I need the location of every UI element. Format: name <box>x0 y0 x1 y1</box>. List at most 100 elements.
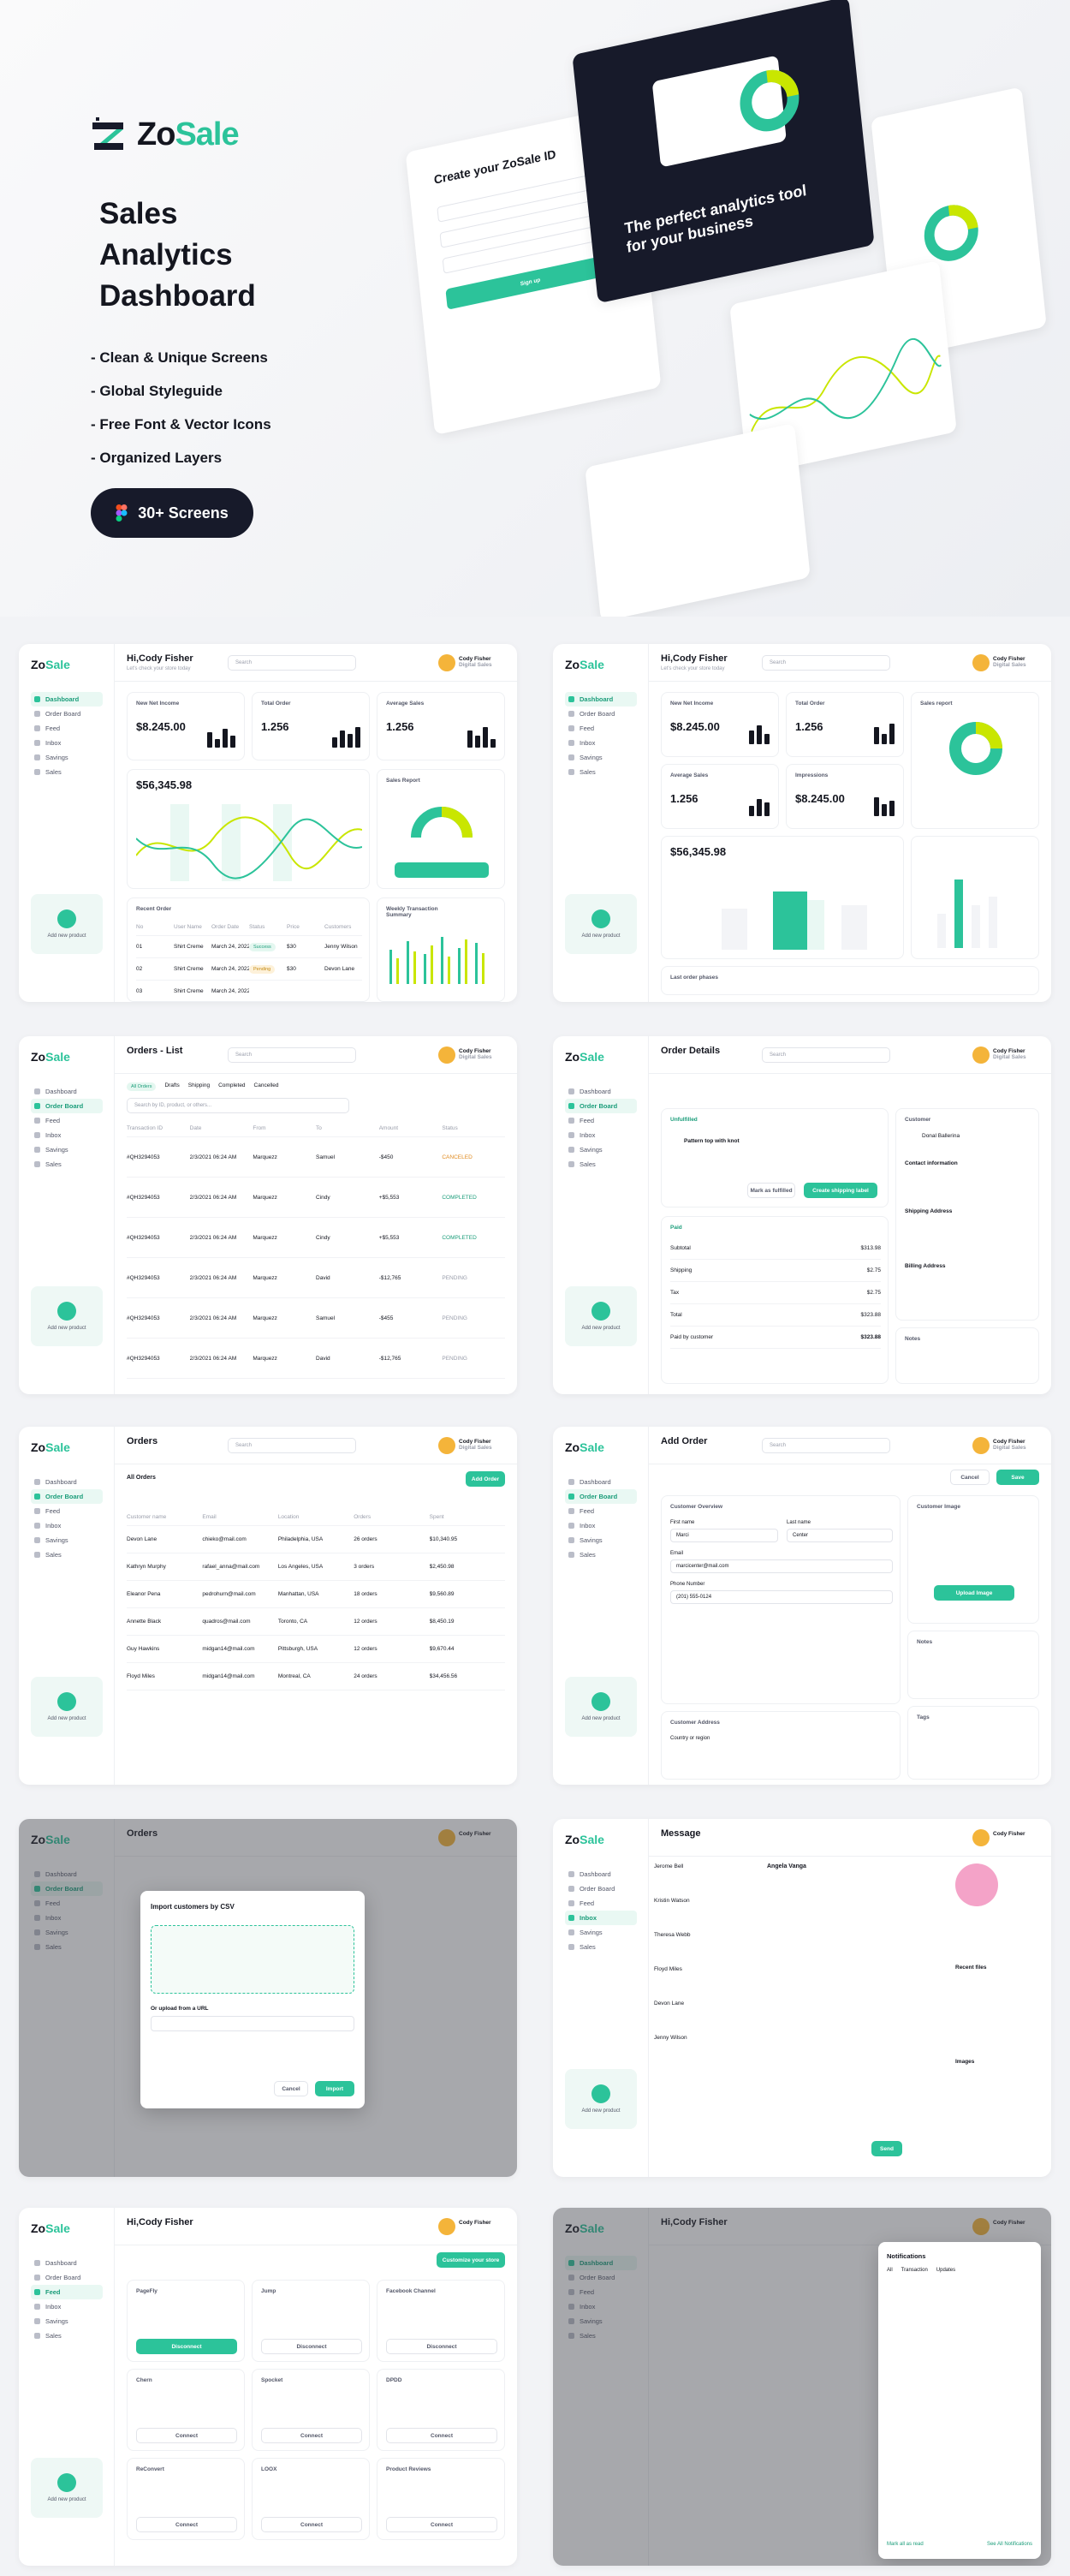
sidebar-item-dashboard[interactable]: Dashboard <box>31 1084 103 1099</box>
sidebar-item-dashboard[interactable]: Dashboard <box>565 1867 637 1881</box>
tab-cancelled[interactable]: Cancelled <box>253 1082 279 1088</box>
notification-tabs[interactable]: All Transaction Updates <box>887 2268 955 2273</box>
table-row[interactable]: Devon Lane chieko@mail.com Philadelphia, U… <box>127 1526 505 1553</box>
sidebar-item-sales[interactable]: Sales <box>565 1157 637 1172</box>
sidebar-item-orders[interactable]: Order Board <box>565 1881 637 1896</box>
table-row[interactable]: #QH3294053 2/3/2021 06:24 AM Marquezz Samue… <box>127 1298 505 1339</box>
sidebar-item-sales[interactable]: Sales <box>565 1547 637 1562</box>
search-input[interactable]: Search <box>228 655 356 671</box>
sidebar-item-orders[interactable]: Order Board <box>31 1099 103 1113</box>
sidebar-item-dashboard[interactable]: Dashboard <box>565 692 637 707</box>
sidebar-item-orders[interactable]: Order Board <box>565 707 637 721</box>
avatar[interactable] <box>972 1046 990 1064</box>
list-item[interactable]: Theresa Webb <box>654 1932 691 1938</box>
sidebar-item-dashboard[interactable]: Dashboard <box>31 2256 103 2270</box>
search-input[interactable]: Search <box>762 1438 890 1453</box>
customize-store-button[interactable]: Customize your store <box>437 2252 505 2268</box>
sidebar-item-savings[interactable]: Savings <box>31 1925 103 1940</box>
sidebar-item-inbox[interactable]: Inbox <box>31 1518 103 1533</box>
filter-input[interactable]: Search by ID, product, or others... <box>127 1098 349 1113</box>
add-order-button[interactable]: Add Order <box>466 1471 505 1487</box>
tab-drafts[interactable]: Drafts <box>164 1082 180 1088</box>
table-row[interactable]: Floyd Miles midgan14@mail.com Montreal, CA… <box>127 1663 505 1690</box>
sidebar-item-feed[interactable]: Feed <box>565 721 637 736</box>
sidebar-item-savings[interactable]: Savings <box>565 1142 637 1157</box>
sidebar-item-orders[interactable]: Order Board <box>31 707 103 721</box>
sidebar-item-inbox[interactable]: Inbox <box>31 1911 103 1925</box>
sidebar-item-feed[interactable]: Feed <box>565 1113 637 1128</box>
avatar[interactable] <box>972 2218 990 2235</box>
table-row[interactable]: #QH3294053 2/3/2021 06:24 AM Marquezz Cindy… <box>127 1218 505 1258</box>
sidebar-item-savings[interactable]: Savings <box>31 2314 103 2329</box>
table-row[interactable]: #QH3294053 2/3/2021 06:24 AM Marquezz Samue… <box>127 1137 505 1178</box>
add-product-button[interactable]: Add new product <box>31 2458 103 2518</box>
avatar[interactable] <box>438 1046 455 1064</box>
sidebar-item-sales[interactable]: Sales <box>565 765 637 779</box>
view-report-button[interactable] <box>395 862 489 878</box>
table-row[interactable]: #QH3294053 2/3/2021 06:24 AM Marquezz David… <box>127 1339 505 1379</box>
sidebar-item-inbox[interactable]: Inbox <box>565 736 637 750</box>
table-row[interactable]: Annette Black quadros@mail.com Toronto, CA… <box>127 1608 505 1636</box>
sidebar-item-feed[interactable]: Feed <box>565 2285 637 2299</box>
import-button[interactable]: Import <box>315 2081 354 2096</box>
order-tabs[interactable]: All Orders Drafts Shipping Completed Cancell… <box>127 1082 278 1091</box>
sidebar-item-savings[interactable]: Savings <box>565 750 637 765</box>
add-product-button[interactable]: Add new product <box>565 1677 637 1737</box>
tab-shipping[interactable]: Shipping <box>187 1082 211 1088</box>
sidebar-item-savings[interactable]: Savings <box>31 750 103 765</box>
connect-button[interactable]: Connect <box>386 2428 497 2443</box>
orders-filter[interactable]: All Orders <box>127 1475 156 1481</box>
table-row[interactable]: 03 Shirt Creme March 24, 2022 <box>136 981 362 1002</box>
sidebar-item-savings[interactable]: Savings <box>31 1533 103 1547</box>
last-name-field[interactable]: Center <box>787 1529 893 1542</box>
sidebar-item-inbox[interactable]: Inbox <box>31 2299 103 2314</box>
add-product-button[interactable]: Add new product <box>31 894 103 954</box>
avatar[interactable] <box>438 1437 455 1454</box>
sidebar-item-feed[interactable]: Feed <box>565 1896 637 1911</box>
sidebar-item-sales[interactable]: Sales <box>31 765 103 779</box>
sidebar-item-dashboard[interactable]: Dashboard <box>31 1475 103 1489</box>
tab-completed[interactable]: Completed <box>218 1082 246 1088</box>
table-row[interactable]: 02 Shirt Creme March 24, 2022 Pending $30 Dev… <box>136 958 362 981</box>
sidebar-item-inbox[interactable]: Inbox <box>31 736 103 750</box>
sidebar-nav[interactable]: Dashboard Order Board Feed Inbox Savings… <box>31 692 103 779</box>
connect-button[interactable]: Connect <box>136 2428 237 2443</box>
sidebar-item-feed[interactable]: Feed <box>31 721 103 736</box>
table-row[interactable]: Kathryn Murphy rafael_anna@mail.com Los An… <box>127 1553 505 1581</box>
sidebar-item-sales[interactable]: Sales <box>565 2329 637 2343</box>
sidebar-item-sales[interactable]: Sales <box>565 1940 637 1954</box>
mark-fulfilled-button[interactable]: Mark as fulfilled <box>747 1183 795 1198</box>
sidebar-item-feed[interactable]: Feed <box>31 1113 103 1128</box>
sidebar-item-orders[interactable]: Order Board <box>565 1489 637 1504</box>
table-row[interactable]: #QH3294053 2/3/2021 06:24 AM Marquezz Cindy… <box>127 1178 505 1218</box>
list-item[interactable]: Kristin Watson <box>654 1898 690 1904</box>
tab-transaction[interactable]: Transaction <box>901 2268 928 2273</box>
connect-button[interactable]: Connect <box>261 2428 362 2443</box>
connect-button[interactable]: Connect <box>261 2517 362 2532</box>
contact-list[interactable]: Jerome Bell Kristin Watson Theresa Webb … <box>654 1863 757 2069</box>
add-product-button[interactable]: Add new product <box>31 1286 103 1346</box>
sidebar-item-dashboard[interactable]: Dashboard <box>31 1867 103 1881</box>
avatar[interactable] <box>438 654 455 671</box>
sidebar-item-sales[interactable]: Sales <box>31 1547 103 1562</box>
sidebar-item-orders[interactable]: Order Board <box>31 1489 103 1504</box>
sidebar-item-savings[interactable]: Savings <box>31 1142 103 1157</box>
add-product-button[interactable]: Add new product <box>565 1286 637 1346</box>
add-product-button[interactable]: Add new product <box>565 894 637 954</box>
table-row[interactable]: Eleanor Pena pedrohurn@mail.com Manhattan,… <box>127 1581 505 1608</box>
sidebar-item-savings[interactable]: Savings <box>565 2314 637 2329</box>
sidebar-item-sales[interactable]: Sales <box>31 1940 103 1954</box>
upload-image-button[interactable]: Upload Image <box>934 1585 1014 1601</box>
list-item[interactable]: Floyd Miles <box>654 1966 682 1972</box>
first-name-field[interactable]: Marci <box>670 1529 778 1542</box>
sidebar-item-inbox[interactable]: Inbox <box>565 1911 637 1925</box>
email-field[interactable]: marcicenter@mail.com <box>670 1559 893 1573</box>
add-product-button[interactable]: Add new product <box>31 1677 103 1737</box>
add-product-button[interactable]: Add new product <box>565 2069 637 2129</box>
sidebar-item-orders[interactable]: Order Board <box>31 2270 103 2285</box>
sidebar-item-savings[interactable]: Savings <box>565 1533 637 1547</box>
sidebar-item-feed[interactable]: Feed <box>31 1504 103 1518</box>
sidebar-item-orders[interactable]: Order Board <box>565 1099 637 1113</box>
avatar[interactable] <box>972 1829 990 1846</box>
sidebar-item-inbox[interactable]: Inbox <box>31 1128 103 1142</box>
